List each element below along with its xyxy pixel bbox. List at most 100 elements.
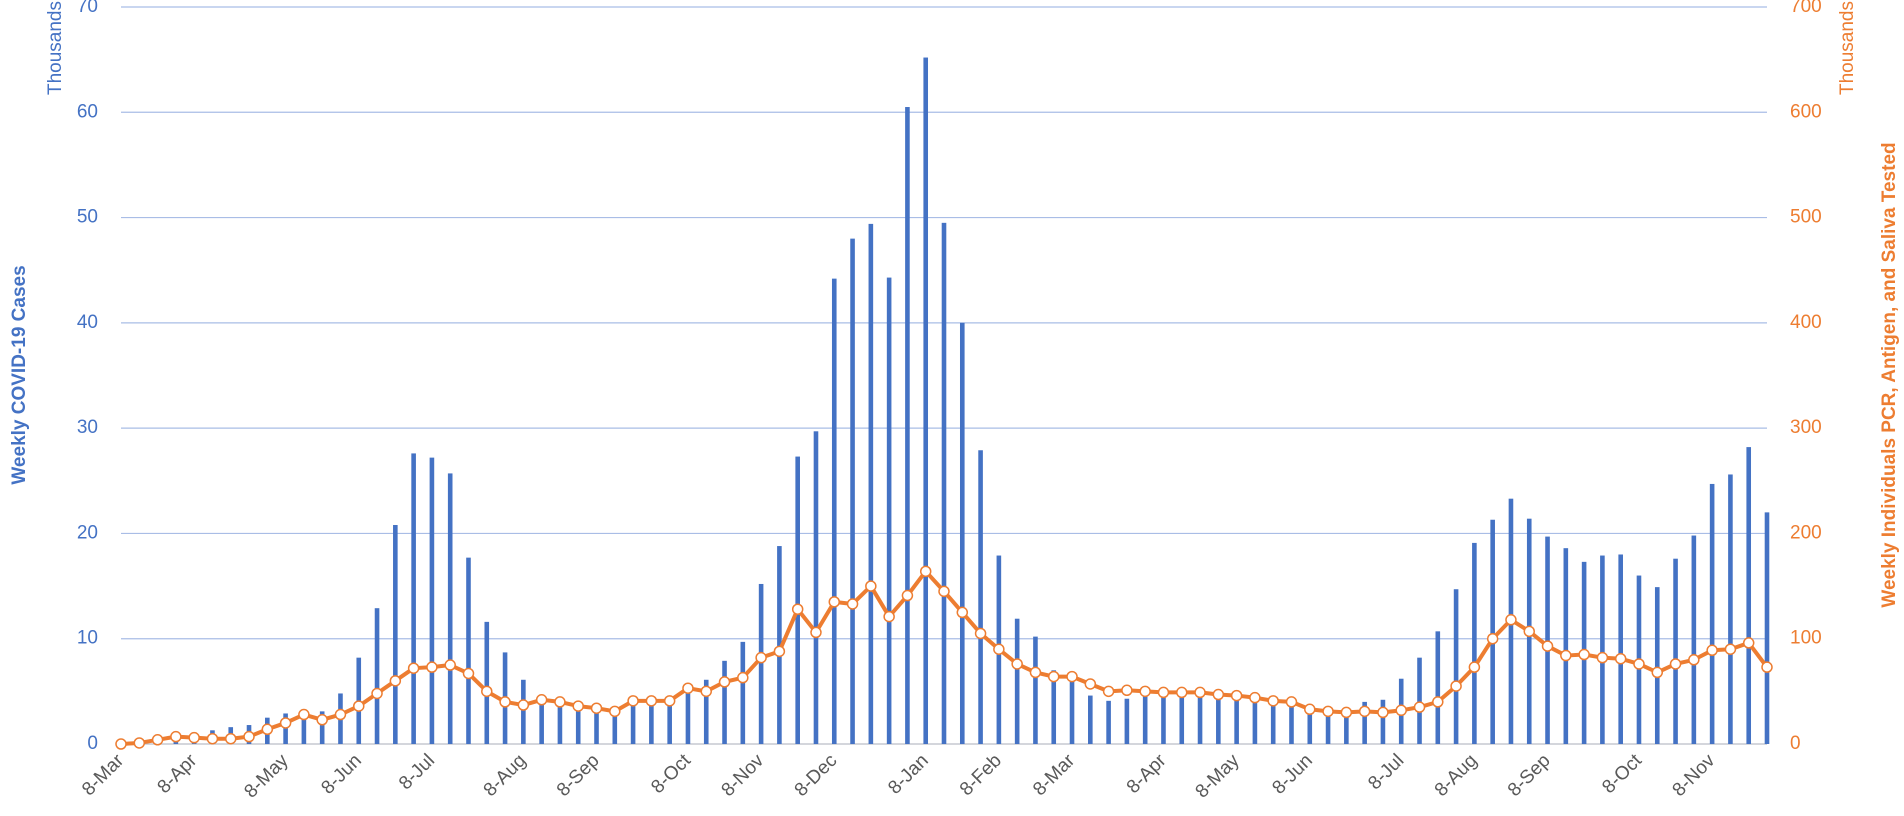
- bar: [1545, 536, 1550, 744]
- x-tick-label: 8-Sep: [553, 750, 604, 801]
- bar: [1362, 701, 1367, 744]
- line-marker: [1688, 654, 1700, 666]
- x-tick-label: 8-Jun: [317, 750, 365, 798]
- y-tick-label: 10: [77, 628, 98, 649]
- line-marker: [1724, 643, 1737, 655]
- bar: [1600, 555, 1605, 744]
- y-tick-label: 50: [77, 207, 98, 228]
- line-marker: [1121, 684, 1133, 697]
- line-marker: [1560, 649, 1572, 662]
- x-tick-label: 8-Oct: [647, 750, 695, 798]
- bar: [1088, 695, 1093, 744]
- line-marker: [206, 732, 219, 745]
- line-marker: [791, 603, 804, 615]
- line-marker: [974, 627, 987, 640]
- bar: [1252, 696, 1258, 744]
- bar: [722, 660, 727, 744]
- bar: [1673, 558, 1678, 744]
- bar: [758, 583, 764, 744]
- bar: [1490, 519, 1495, 744]
- line-marker: [993, 643, 1005, 655]
- bar: [1380, 699, 1386, 744]
- line-marker: [1322, 705, 1334, 718]
- y-tick-label: 20: [77, 522, 98, 543]
- line-marker: [846, 598, 859, 610]
- line-marker: [535, 694, 548, 706]
- bar: [868, 223, 874, 745]
- bar: [1764, 512, 1770, 744]
- line-marker: [1706, 644, 1718, 657]
- line-marker: [499, 696, 511, 708]
- line-marker: [919, 565, 932, 578]
- line-marker: [243, 730, 255, 743]
- line-marker: [444, 659, 456, 671]
- bar: [1691, 535, 1697, 744]
- bar: [521, 679, 526, 744]
- y-tick-label: 30: [77, 417, 98, 438]
- line-marker: [645, 695, 658, 707]
- line-marker: [1249, 691, 1261, 704]
- line-marker: [151, 734, 164, 746]
- y2-tick-label: 700: [1790, 0, 1822, 17]
- bar: [484, 621, 490, 744]
- x-tick-label: 8-Jul: [1364, 750, 1408, 794]
- bar: [978, 450, 983, 744]
- bar: [1234, 694, 1239, 744]
- y2-tick-label: 100: [1790, 628, 1822, 649]
- bar: [1014, 618, 1020, 744]
- line-marker: [1614, 652, 1627, 665]
- bar: [1106, 700, 1111, 744]
- x-tick-label: 8-Dec: [791, 750, 842, 801]
- bar: [1216, 693, 1221, 744]
- line-marker: [1669, 658, 1682, 670]
- bar: [1728, 474, 1733, 744]
- line-marker: [298, 708, 310, 721]
- line-marker: [1395, 704, 1407, 717]
- line-marker: [334, 708, 347, 721]
- bar: [612, 708, 618, 744]
- line-marker: [1358, 705, 1371, 718]
- line-marker: [1029, 666, 1042, 679]
- x-tick-label: 8-May: [1192, 750, 1245, 803]
- bar: [649, 699, 654, 744]
- line-marker: [1413, 701, 1426, 713]
- line-marker: [1047, 670, 1060, 683]
- line-marker: [426, 661, 438, 673]
- line-marker: [1267, 695, 1279, 707]
- line-marker: [627, 695, 639, 707]
- y2-tick-label: 500: [1790, 207, 1822, 228]
- bar: [959, 322, 965, 744]
- bar: [447, 473, 453, 744]
- y-tick-label: 60: [77, 101, 98, 122]
- line-marker: [956, 606, 969, 619]
- bar: [850, 238, 855, 744]
- x-tick-label: 8-May: [240, 750, 293, 803]
- bar: [886, 277, 892, 744]
- line-marker: [1139, 685, 1151, 698]
- line-marker: [1304, 703, 1316, 716]
- line-marker: [1523, 625, 1535, 638]
- bar: [1289, 703, 1294, 744]
- y-tick-label: 40: [77, 312, 98, 333]
- line-marker: [1084, 678, 1097, 690]
- bar: [319, 711, 325, 744]
- line-marker: [517, 699, 530, 711]
- line-marker: [810, 626, 822, 639]
- bar: [1307, 709, 1313, 744]
- bar: [777, 546, 782, 744]
- y-axis-title: Weekly COVID-19 Cases: [9, 265, 30, 484]
- bar: [1746, 447, 1752, 744]
- line-marker: [1285, 696, 1298, 708]
- bar: [630, 701, 636, 744]
- bar: [283, 713, 288, 744]
- line-marker: [481, 685, 493, 698]
- x-tick-label: 8-Jun: [1268, 750, 1316, 798]
- bar: [1563, 548, 1569, 744]
- line-marker: [737, 671, 749, 684]
- line-marker: [755, 651, 767, 664]
- line-marker: [1340, 706, 1353, 719]
- line-marker: [115, 738, 127, 750]
- line-marker: [1505, 614, 1517, 626]
- bar: [1051, 670, 1057, 744]
- bar: [1124, 698, 1130, 744]
